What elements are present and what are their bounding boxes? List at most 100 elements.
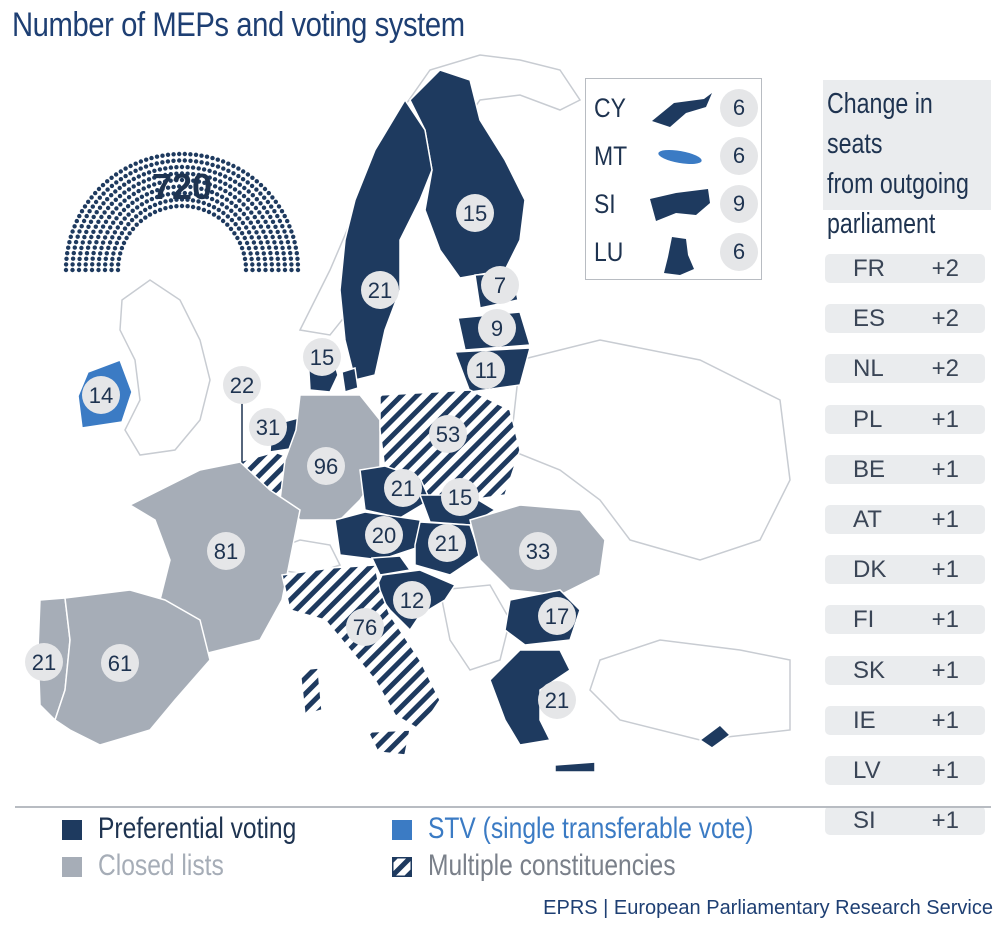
- seat-dot: [93, 190, 98, 196]
- seat-dot: [196, 172, 201, 178]
- seat-dot: [136, 174, 141, 179]
- seat-dot: [179, 203, 185, 209]
- legend-label: Preferential voting: [98, 812, 297, 845]
- seat-dot: [281, 251, 286, 256]
- seat-dot: [267, 245, 272, 250]
- seat-label-text: 22: [230, 373, 254, 398]
- seat-dot: [109, 183, 115, 189]
- seat-label-circle: [538, 681, 576, 719]
- seat-dot: [226, 161, 231, 166]
- seat-dot: [196, 199, 201, 204]
- seat-dot: [79, 245, 84, 251]
- stv-swatch: [392, 820, 412, 840]
- hemicycle: [63, 151, 301, 273]
- seat-dot: [123, 173, 128, 179]
- seat-dot: [116, 256, 122, 262]
- seat-dot: [295, 262, 301, 267]
- seat-dot: [114, 240, 120, 246]
- seat-label-text: 76: [353, 615, 377, 640]
- seat-dot: [196, 179, 202, 184]
- seat-dot: [70, 262, 75, 267]
- seat-dot: [143, 215, 148, 220]
- seat-dot: [253, 205, 259, 211]
- seat-dot: [288, 250, 293, 256]
- seat-dot: [100, 240, 106, 245]
- seat-dot: [210, 155, 215, 161]
- seat-dot: [96, 262, 101, 267]
- seat-dot: [130, 226, 136, 232]
- seat-dot: [149, 162, 154, 168]
- seat-dot: [105, 197, 110, 202]
- seat-label-circle: [467, 351, 505, 389]
- seat-dot: [163, 206, 168, 211]
- seat-label-text: 21: [32, 650, 56, 675]
- seat-dot: [279, 240, 284, 245]
- seat-dot: [77, 262, 82, 267]
- seat-dot: [241, 169, 246, 174]
- seat-dot: [221, 210, 226, 216]
- seat-label-text: 81: [214, 539, 238, 564]
- seat-dot: [201, 167, 207, 172]
- seat-dot: [232, 231, 237, 236]
- seat-label-circle: [393, 581, 431, 619]
- seat-dot: [118, 169, 124, 174]
- seat-label-bulgaria: 17: [538, 597, 576, 635]
- seat-label-text: 14: [89, 383, 113, 408]
- seat-dot: [171, 152, 176, 157]
- seat-dot: [191, 178, 196, 183]
- seat-dot: [266, 190, 271, 196]
- seat-dot: [262, 256, 267, 262]
- seat-dot: [241, 251, 246, 256]
- seat-label-text: 96: [314, 454, 338, 479]
- seat-dot: [256, 262, 261, 267]
- seat-dot: [185, 178, 190, 183]
- seat-dot: [202, 180, 207, 185]
- seat-dot: [289, 229, 294, 234]
- country-finland: [409, 69, 526, 279]
- seat-dot: [228, 226, 234, 232]
- seat-label-finland: 15: [456, 194, 494, 232]
- seat-label-sweden: 21: [361, 271, 399, 309]
- seat-dot: [240, 177, 246, 182]
- seat-dot: [199, 193, 204, 198]
- seat-dot: [109, 175, 114, 180]
- seat-dot: [223, 188, 228, 194]
- seat-dot: [241, 193, 247, 199]
- seat-dot: [72, 245, 78, 250]
- seat-dot: [276, 267, 281, 273]
- seat-label-text: 21: [545, 688, 569, 713]
- change-country-code: IE: [853, 706, 876, 734]
- seat-dot: [232, 187, 238, 192]
- seat-dot: [249, 235, 254, 240]
- seat-dot: [182, 190, 187, 196]
- seat-dot: [116, 262, 121, 267]
- seat-dot: [289, 267, 294, 273]
- seat-dot: [256, 256, 261, 261]
- seat-dot: [218, 179, 223, 184]
- seat-dot: [266, 224, 271, 229]
- seat-dot: [105, 187, 110, 192]
- change-item: SI +1: [825, 806, 985, 836]
- seat-dot: [268, 250, 273, 256]
- seat-dot: [152, 175, 157, 180]
- seat-dot: [154, 154, 160, 159]
- seat-dot: [260, 245, 265, 251]
- seat-dot: [126, 187, 132, 192]
- seat-dot: [293, 245, 298, 250]
- seat-dot: [287, 245, 292, 250]
- seat-dot: [209, 189, 215, 195]
- seat-dot: [138, 166, 143, 171]
- seat-dot: [211, 205, 217, 210]
- seat-dot: [177, 190, 182, 196]
- seat-dot: [188, 158, 193, 163]
- seat-dot: [109, 262, 114, 267]
- seat-dot: [135, 205, 140, 210]
- seat-dot: [171, 191, 176, 196]
- seat-dot: [83, 262, 88, 267]
- seat-dot: [246, 197, 251, 202]
- seat-dot: [117, 211, 123, 217]
- seat-dot: [188, 191, 193, 196]
- seat-dot: [171, 184, 176, 190]
- seat-label-text: 21: [391, 476, 415, 501]
- seat-label-france: 81: [207, 532, 245, 570]
